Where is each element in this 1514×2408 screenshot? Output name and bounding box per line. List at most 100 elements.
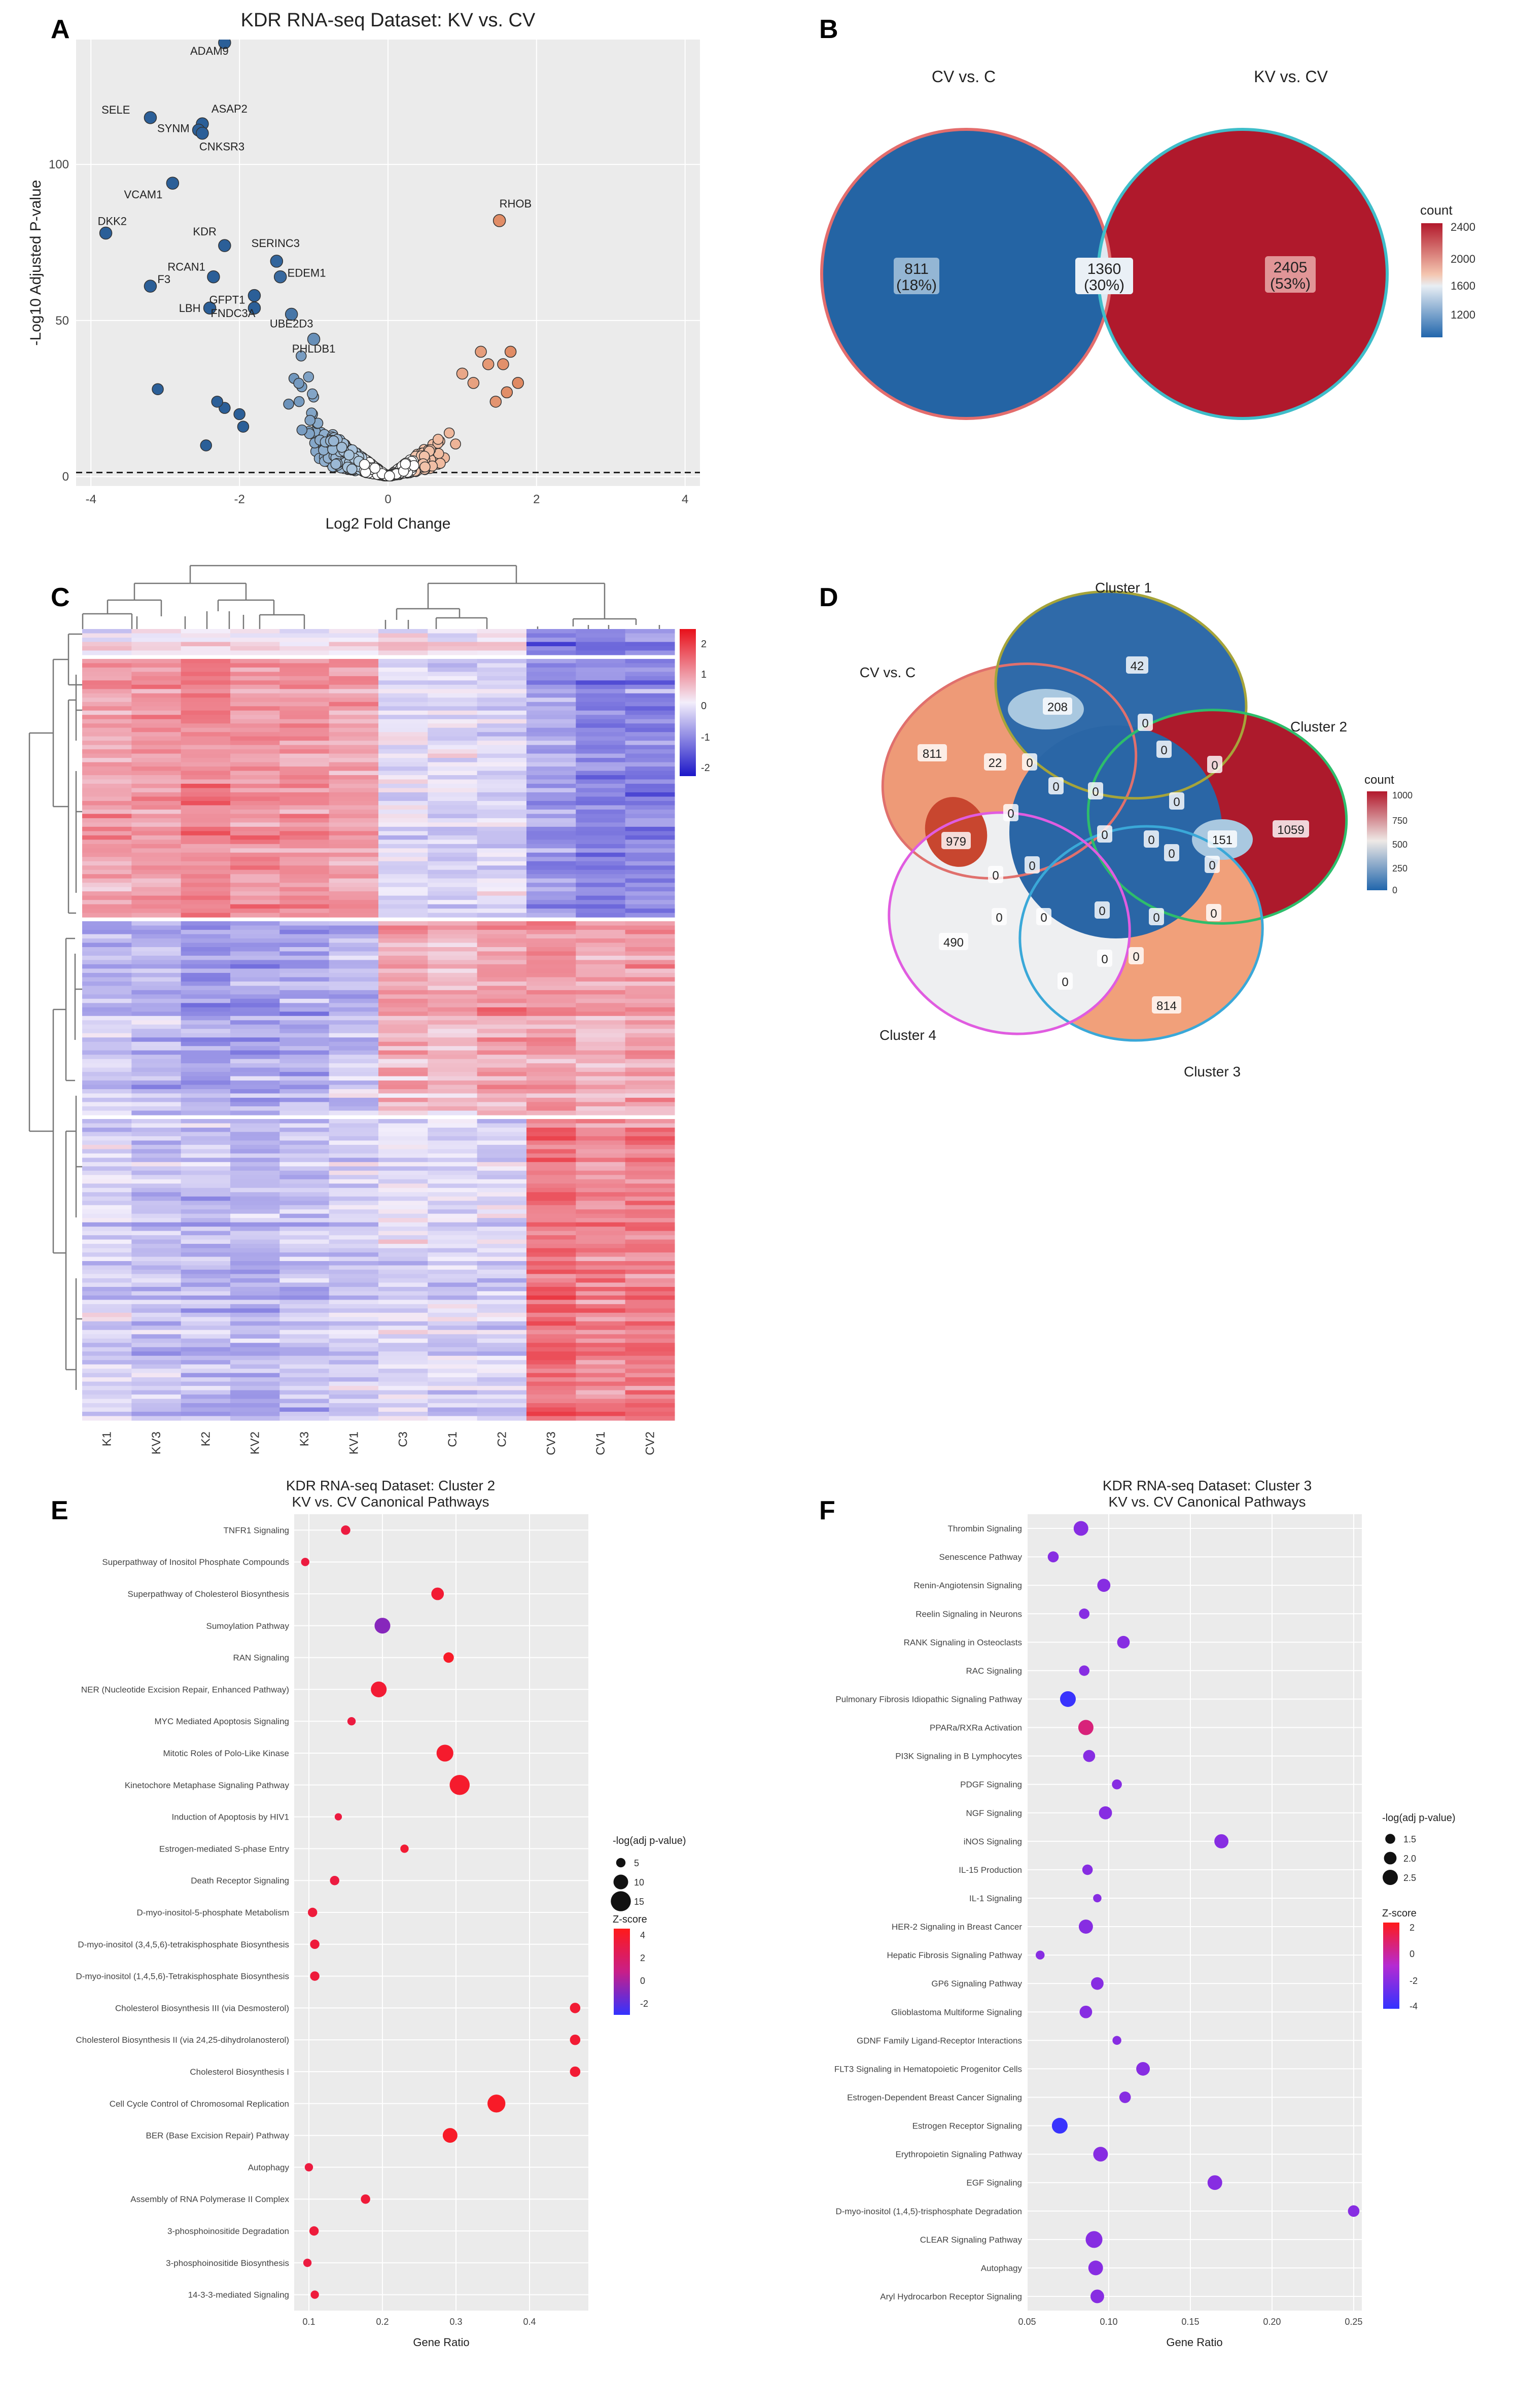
panel-c-heat-cell [526,1390,576,1395]
panel-c-heat-cell [131,1257,182,1262]
panel-c-heat-cell [279,955,330,961]
panel-c-heat-cell [181,1196,231,1201]
panel-c-heat-cell [477,766,527,772]
panel-c-heat-cell [82,1046,132,1051]
panel-c-heat-cell [329,1016,379,1021]
panel-c-heat-cell [477,736,527,741]
panel-d-set-cv-vs-c-outline [881,662,1138,880]
panel-c-heat-cell [576,1020,626,1025]
panel-c-heat-cell [230,1377,280,1382]
panel-c-heat-cell [576,1222,626,1227]
panel-c-heat-cell [625,646,675,651]
panel-c-heat-cell [625,1291,675,1296]
panel-c-heat-cell [82,968,132,973]
panel-c-heat-cell [477,947,527,952]
panel-c-heat-cell [625,1274,675,1279]
panel-c-heat-cell [576,964,626,969]
panel-d-count-label-bg [1043,697,1072,715]
panel-c-heat-cell [131,1261,182,1266]
panel-c-heat-cell [428,680,478,685]
panel-c-heat-cell [625,1110,675,1115]
panel-a-gene-label: VCAM1 [124,188,163,201]
panel-d-region-count: 0 [1092,785,1099,799]
panel-c-heat-cell [131,1149,182,1154]
panel-a-gene-label: ADAM9 [190,45,229,57]
panel-c-heat-cell [181,818,231,823]
panel-c-heat-cell [477,818,527,823]
panel-c-heat-cell [378,1325,428,1331]
panel-e-pathway-label: 3-phosphoinositide Biosynthesis [166,2258,289,2268]
panel-c-legend-tick: 0 [701,701,707,712]
panel-f-pathway-label: GP6 Signaling Pathway [931,1979,1022,1988]
panel-c-heat-cell [329,1192,379,1197]
panel-c-heat-cell [230,1252,280,1258]
panel-c-heat-cell [181,1330,231,1335]
panel-c-heat-cell [230,1029,280,1034]
panel-c-heat-cell [329,1231,379,1236]
panel-c-heat-cell [526,913,576,918]
panel-e-pathway-label: Cholesterol Biosynthesis II (via 24,25-d… [76,2035,289,2045]
panel-c-heat-cell [181,1291,231,1296]
panel-c-heat-cell [428,1312,478,1317]
panel-c-heat-cell [526,658,576,664]
panel-c-heat-cell [131,934,182,939]
panel-c-heat-cell [526,1132,576,1137]
panel-c-heat-cell [378,840,428,845]
panel-c-heat-cell [329,1300,379,1305]
panel-c-heat-cell [625,1119,675,1124]
panel-c-heat-cell [329,1381,379,1386]
panel-c-heat-cell [625,1390,675,1395]
panel-c-heat-cell [279,1355,330,1360]
panel-c-heat-cell [477,1106,527,1111]
panel-c-heat-cell [181,702,231,707]
panel-c-heat-cell [82,1158,132,1163]
panel-c-heat-cell [576,1248,626,1253]
panel-c-heat-cell [428,642,478,647]
panel-c-heat-cell [279,792,330,797]
panel-c-heat-cell [526,1158,576,1163]
panel-c-heat-cell [477,1110,527,1115]
panel-c-heat-cell [625,1360,675,1365]
panel-d-region-count: 0 [1211,759,1218,773]
panel-c-heat-cell [230,951,280,956]
panel-c-heat-cell [526,1334,576,1339]
panel-c-heat-cell [477,1312,527,1317]
panel-c-heat-cell [428,1153,478,1158]
panel-c-heat-cell [131,715,182,720]
panel-c-heat-cell [131,1390,182,1395]
panel-c-heat-cell [230,658,280,664]
panel-e-pathway-label: Mitotic Roles of Polo-Like Kinase [163,1749,289,1758]
panel-c-heat-cell [131,994,182,999]
panel-c-heat-cell [131,909,182,914]
panel-c-heat-cell [526,642,576,647]
panel-c-heat-cell [329,1166,379,1171]
panel-c-heat-cell [329,968,379,973]
panel-c-heat-cell [526,874,576,879]
panel-c-heat-cell [230,1231,280,1236]
panel-c-heat-cell [576,1140,626,1145]
panel-c-heat-cell [230,955,280,961]
panel-f-size-legend-label: 2.0 [1403,1854,1416,1864]
panel-c-heat-cell [477,891,527,896]
panel-d-region-count: 0 [1142,717,1148,730]
panel-c-heat-cell [230,727,280,732]
panel-c-heat-cell [279,1098,330,1103]
panel-c-heat-cell [82,667,132,672]
panel-c-heat-cell [477,844,527,849]
panel-c-heat-cell [526,779,576,784]
panel-c-heat-cell [230,1218,280,1223]
panel-c-heat-cell [329,1265,379,1270]
panel-e-x-tick-label: 0.3 [449,2317,462,2327]
panel-c-heat-cell [131,1140,182,1145]
panel-c-heat-cell [526,1144,576,1149]
panel-c-heat-cell [428,990,478,995]
panel-c-heat-cell [131,883,182,888]
panel-c-heat-cell [576,955,626,961]
panel-c-heat-cell [625,1046,675,1051]
panel-c-heat-cell [428,1334,478,1339]
panel-a-gene-label: SERINC3 [252,237,300,250]
panel-c-heat-cell [279,771,330,776]
panel-c-heat-cell [329,930,379,935]
panel-c-heat-cell [181,1343,231,1348]
panel-c-heat-cell [82,642,132,647]
